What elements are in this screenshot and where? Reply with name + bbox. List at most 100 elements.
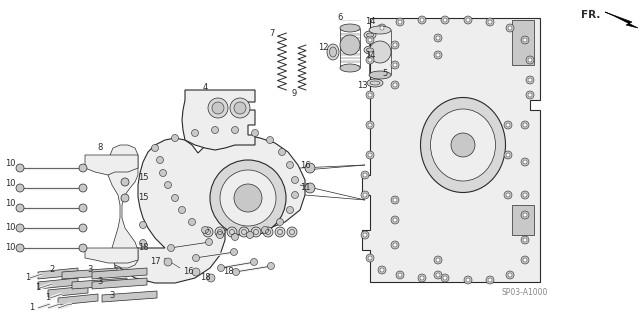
Circle shape [521,36,529,44]
Text: 8: 8 [97,144,102,152]
Circle shape [230,249,237,256]
Circle shape [179,206,186,213]
Circle shape [363,233,367,237]
Text: 10: 10 [4,243,15,253]
Circle shape [287,206,294,213]
Polygon shape [85,248,138,263]
Circle shape [396,271,404,279]
Circle shape [366,121,374,129]
Circle shape [361,191,369,199]
Circle shape [521,236,529,244]
Circle shape [391,216,399,224]
Circle shape [268,263,275,270]
Text: 17: 17 [150,257,160,266]
Circle shape [16,184,24,192]
Circle shape [16,244,24,252]
Circle shape [504,191,512,199]
Circle shape [508,273,512,277]
Circle shape [189,219,195,226]
Circle shape [368,123,372,127]
Circle shape [506,193,510,197]
Circle shape [521,211,529,219]
Ellipse shape [367,79,383,87]
Text: 6: 6 [337,13,342,23]
Circle shape [251,227,261,237]
Polygon shape [38,278,78,289]
Circle shape [393,43,397,47]
Circle shape [368,38,372,42]
Polygon shape [605,12,638,28]
Circle shape [79,224,87,232]
Text: 15: 15 [138,174,148,182]
Circle shape [443,18,447,22]
Circle shape [391,81,399,89]
Ellipse shape [367,48,374,52]
Circle shape [366,254,374,262]
Circle shape [523,238,527,242]
Circle shape [227,227,237,237]
Bar [512,205,534,235]
Circle shape [420,18,424,22]
Circle shape [526,91,534,99]
Circle shape [398,273,402,277]
Ellipse shape [369,26,391,34]
Circle shape [363,193,367,197]
Circle shape [287,161,294,168]
Circle shape [526,56,534,64]
Circle shape [378,24,386,32]
Circle shape [191,130,198,137]
Text: 16: 16 [182,268,193,277]
Circle shape [393,198,397,202]
Circle shape [521,256,529,264]
Text: 7: 7 [269,28,275,38]
Circle shape [398,20,402,24]
Circle shape [528,93,532,97]
Ellipse shape [340,24,360,32]
Circle shape [157,157,163,164]
Circle shape [434,51,442,59]
Circle shape [486,18,494,26]
Circle shape [441,274,449,282]
Circle shape [79,244,87,252]
Circle shape [168,244,175,251]
Circle shape [506,24,514,32]
Circle shape [486,276,494,284]
Circle shape [434,256,442,264]
Text: 4: 4 [202,84,207,93]
Circle shape [363,173,367,177]
Ellipse shape [330,47,337,57]
Circle shape [276,219,284,226]
Circle shape [232,234,239,241]
Circle shape [466,18,470,22]
Circle shape [504,121,512,129]
Circle shape [79,184,87,192]
Text: 10: 10 [4,198,15,207]
Circle shape [464,16,472,24]
Text: 12: 12 [317,43,328,53]
Text: 1: 1 [35,284,40,293]
Text: 3: 3 [87,265,93,275]
Circle shape [523,193,527,197]
Polygon shape [115,135,305,283]
Text: 14: 14 [365,18,375,26]
Ellipse shape [420,98,506,192]
Text: FR.: FR. [580,10,600,20]
Text: 5: 5 [382,69,388,78]
Circle shape [369,41,391,63]
Text: 9: 9 [291,88,296,98]
Circle shape [380,26,384,30]
Text: 14: 14 [365,50,375,60]
Circle shape [366,56,374,64]
Polygon shape [72,278,127,289]
Text: 10: 10 [4,224,15,233]
Circle shape [202,226,209,234]
Circle shape [436,53,440,57]
Circle shape [207,274,215,282]
Circle shape [216,232,223,239]
Text: 11: 11 [300,183,310,192]
Circle shape [79,164,87,172]
Text: 2: 2 [49,265,54,275]
Polygon shape [92,278,147,289]
Circle shape [16,164,24,172]
Circle shape [393,83,397,87]
